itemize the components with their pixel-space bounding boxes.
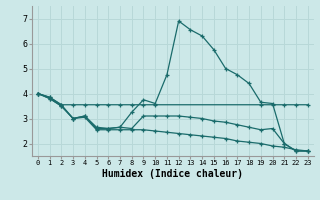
- X-axis label: Humidex (Indice chaleur): Humidex (Indice chaleur): [102, 169, 243, 179]
